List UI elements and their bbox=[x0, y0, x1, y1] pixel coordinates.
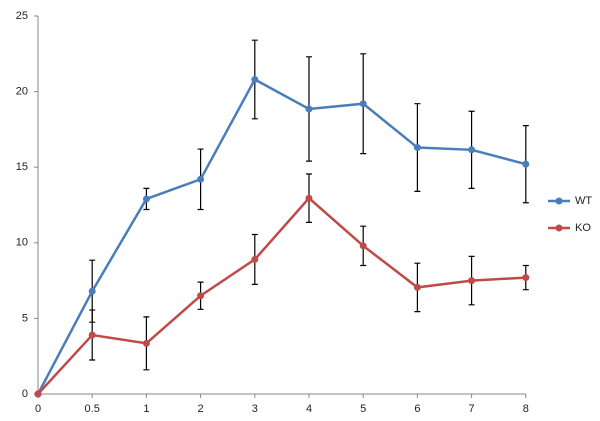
y-tick-label: 5 bbox=[22, 312, 28, 324]
legend-marker bbox=[555, 224, 563, 232]
x-tick-label: 0.5 bbox=[85, 403, 100, 415]
point bbox=[413, 283, 421, 291]
y-tick-label: 25 bbox=[16, 10, 28, 22]
point bbox=[359, 100, 367, 108]
point bbox=[468, 146, 476, 154]
point bbox=[251, 76, 259, 84]
x-tick-label: 3 bbox=[252, 403, 258, 415]
point bbox=[34, 390, 42, 398]
point bbox=[359, 242, 367, 250]
x-tick-label: 2 bbox=[198, 403, 204, 415]
x-tick-label: 7 bbox=[469, 403, 475, 415]
y-tick-label: 0 bbox=[22, 388, 28, 400]
point bbox=[88, 331, 96, 339]
point bbox=[522, 274, 530, 282]
x-tick-label: 4 bbox=[306, 403, 312, 415]
point bbox=[88, 287, 96, 295]
y-tick-label: 20 bbox=[16, 86, 28, 98]
series-line bbox=[36, 77, 527, 395]
y-tick-label: 10 bbox=[16, 237, 28, 249]
point bbox=[142, 339, 150, 347]
legend-marker bbox=[555, 197, 563, 205]
point bbox=[522, 160, 530, 168]
point bbox=[413, 144, 421, 152]
point bbox=[468, 277, 476, 285]
x-tick-label: 1 bbox=[143, 403, 149, 415]
point bbox=[305, 105, 313, 113]
series-line bbox=[37, 196, 526, 395]
point bbox=[197, 175, 205, 183]
legend-label: WT bbox=[575, 195, 592, 207]
point bbox=[197, 292, 205, 300]
point bbox=[305, 194, 313, 202]
x-tick-label: 5 bbox=[360, 403, 366, 415]
point bbox=[142, 195, 150, 203]
y-tick-label: 15 bbox=[16, 161, 28, 173]
point bbox=[251, 255, 259, 263]
x-tick-label: 0 bbox=[35, 403, 41, 415]
x-tick-label: 8 bbox=[523, 403, 529, 415]
legend-label: KO bbox=[575, 222, 591, 234]
x-tick-label: 6 bbox=[414, 403, 420, 415]
